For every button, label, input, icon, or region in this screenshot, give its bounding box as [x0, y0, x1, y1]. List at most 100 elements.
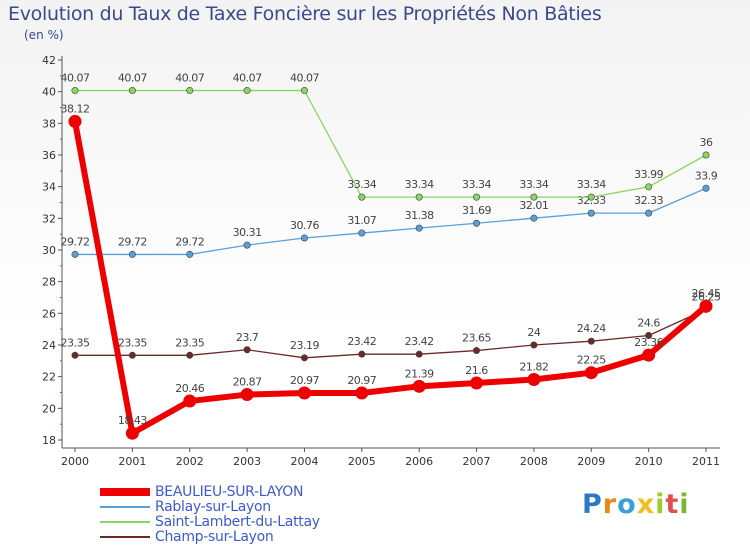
- brand-letter: t: [665, 489, 680, 520]
- data-point: [473, 347, 481, 355]
- data-point: [470, 376, 484, 390]
- data-point: [297, 386, 311, 400]
- data-label: 18.43: [118, 414, 147, 427]
- data-label: 31.38: [405, 209, 434, 222]
- data-label: 32.33: [634, 194, 663, 207]
- x-tick-label: 2002: [176, 455, 204, 468]
- data-label: 29.72: [61, 235, 90, 248]
- data-point: [702, 184, 710, 192]
- x-tick-label: 2005: [348, 455, 376, 468]
- chart-title: Evolution du Taux de Taxe Foncière sur l…: [8, 3, 602, 25]
- data-point: [128, 250, 136, 258]
- data-label: 23.35: [61, 336, 90, 349]
- data-label: 33.9: [695, 169, 718, 182]
- data-label: 21.6: [465, 364, 488, 377]
- data-point: [412, 379, 426, 393]
- y-tick-label: 30: [42, 244, 56, 257]
- x-tick-label: 2001: [118, 455, 146, 468]
- legend-label: Rablay-sur-Layon: [155, 499, 271, 515]
- x-tick-label: 2010: [635, 455, 663, 468]
- data-point: [300, 87, 308, 95]
- data-label: 33.34: [405, 178, 434, 191]
- y-tick-label: 20: [42, 402, 56, 415]
- data-point: [587, 209, 595, 217]
- data-label: 26.45: [692, 287, 721, 300]
- x-tick-label: 2006: [405, 455, 433, 468]
- data-point: [415, 350, 423, 358]
- data-point: [587, 337, 595, 345]
- data-point: [243, 241, 251, 249]
- data-label: 30.76: [290, 219, 319, 232]
- data-label: 23.35: [118, 336, 147, 349]
- legend-item-saint-lambert: Saint-Lambert-du-Lattay: [100, 514, 360, 530]
- legend-item-rablay: Rablay-sur-Layon: [100, 499, 360, 515]
- series-line: [75, 89, 707, 198]
- data-point: [527, 373, 541, 387]
- data-label: 33.34: [519, 178, 548, 191]
- data-point: [125, 426, 139, 440]
- y-tick-label: 32: [42, 212, 56, 225]
- data-point: [355, 386, 369, 400]
- data-label: 40.07: [118, 72, 147, 85]
- data-point: [584, 366, 598, 380]
- data-label: 40.07: [61, 72, 90, 85]
- data-point: [128, 87, 136, 95]
- data-point: [530, 341, 538, 349]
- data-label: 20.46: [175, 382, 204, 395]
- data-point: [71, 250, 79, 258]
- y-tick-label: 36: [42, 149, 56, 162]
- legend-label: BEAULIEU-SUR-LAYON: [155, 484, 304, 500]
- data-label: 24.6: [637, 317, 660, 330]
- x-tick-label: 2003: [233, 455, 261, 468]
- data-point: [642, 348, 656, 362]
- data-point: [473, 219, 481, 227]
- y-tick-label: 38: [42, 117, 56, 130]
- data-label: 33.34: [347, 178, 376, 191]
- y-tick-label: 28: [42, 276, 56, 289]
- data-label: 23.42: [405, 335, 434, 348]
- brand-letter: i: [679, 489, 690, 520]
- data-point: [415, 224, 423, 232]
- data-label: 23.19: [290, 339, 319, 352]
- data-point: [645, 209, 653, 217]
- x-tick-label: 2011: [692, 455, 720, 468]
- data-label: 32.01: [519, 199, 548, 212]
- data-point: [243, 87, 251, 95]
- legend-swatch: [100, 488, 150, 496]
- x-tick-label: 2004: [290, 455, 318, 468]
- data-label: 31.69: [462, 204, 491, 217]
- x-tick-label: 2009: [577, 455, 605, 468]
- data-label: 24.24: [577, 322, 606, 335]
- data-label: 38.12: [61, 102, 90, 115]
- y-tick-label: 42: [42, 54, 56, 67]
- data-label: 36: [700, 136, 713, 149]
- data-point: [300, 354, 308, 362]
- data-point: [186, 87, 194, 95]
- data-label: 29.72: [118, 235, 147, 248]
- data-point: [186, 250, 194, 258]
- data-point: [473, 193, 481, 201]
- legend-item-champ: Champ-sur-Layon: [100, 529, 360, 545]
- data-point: [415, 193, 423, 201]
- data-label: 21.82: [519, 361, 548, 374]
- brand-letter: i: [655, 489, 666, 520]
- data-label: 40.07: [175, 72, 204, 85]
- y-tick-label: 34: [42, 181, 56, 194]
- data-label: 29.72: [175, 235, 204, 248]
- data-point: [645, 331, 653, 339]
- brand-letter: r: [602, 489, 618, 520]
- y-tick-label: 18: [42, 434, 56, 447]
- data-label: 23.36: [634, 336, 663, 349]
- data-label: 23.35: [175, 336, 204, 349]
- data-point: [300, 234, 308, 242]
- data-label: 22.25: [577, 354, 606, 367]
- data-point: [358, 350, 366, 358]
- data-label: 30.31: [233, 226, 262, 239]
- data-point: [71, 87, 79, 95]
- brand-letter: P: [582, 489, 603, 520]
- brand-letter: x: [636, 489, 656, 520]
- legend-swatch: [100, 536, 150, 538]
- data-point: [68, 114, 82, 128]
- data-label: 40.07: [290, 72, 319, 85]
